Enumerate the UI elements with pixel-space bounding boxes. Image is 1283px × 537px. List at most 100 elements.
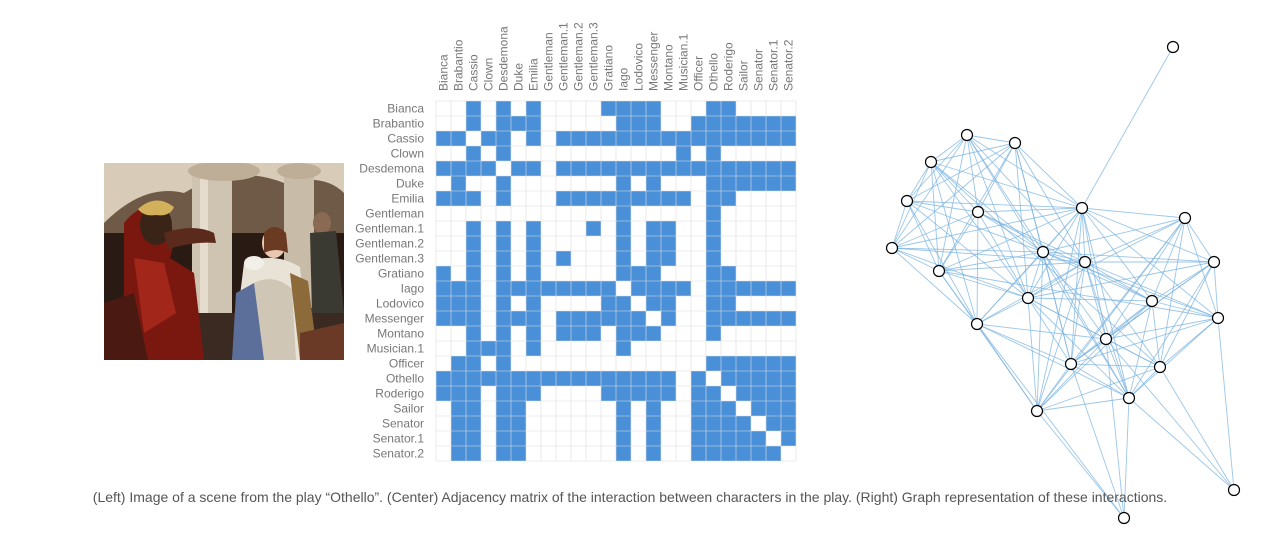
matrix-cell-filled [511,386,526,401]
matrix-cell-filled [766,311,781,326]
matrix-cell-empty [571,251,586,266]
matrix-cell-empty [481,326,496,341]
matrix-cell-empty [481,191,496,206]
matrix-cell-empty [616,146,631,161]
matrix-cell-empty [481,101,496,116]
matrix-cell-empty [586,296,601,311]
matrix-cell-empty [586,101,601,116]
matrix-cell-filled [496,101,511,116]
column-label: Lodovico [632,43,646,91]
matrix-cell-filled [616,416,631,431]
graph-node [932,264,946,278]
matrix-cell-empty [526,176,541,191]
graph-edge [1105,338,1125,519]
matrix-cell-filled [706,311,721,326]
graph-edge [891,247,978,325]
matrix-cell-filled [496,221,511,236]
matrix-cell-filled [511,431,526,446]
matrix-cell-filled [526,101,541,116]
row-label: Cassio [387,132,424,146]
matrix-cell-filled [466,116,481,131]
matrix-cell-empty [721,221,736,236]
matrix-cell-filled [571,191,586,206]
graph-edge [1070,338,1107,365]
column-label: Bianca [437,54,451,91]
matrix-cell-empty [556,266,571,281]
graph-edge [1084,261,1219,319]
matrix-cell-empty [481,311,496,326]
matrix-cell-filled [571,326,586,341]
matrix-cell-filled [721,161,736,176]
matrix-cell-filled [616,176,631,191]
graph-edge [906,161,932,202]
matrix-cell-empty [601,446,616,461]
matrix-cell-empty [751,266,766,281]
graph-edge [891,134,968,249]
matrix-cell-empty [676,221,691,236]
matrix-cell-filled [751,161,766,176]
graph-edge [966,134,1044,253]
matrix-cell-filled [676,161,691,176]
matrix-cell-filled [751,371,766,386]
matrix-cell-empty [766,101,781,116]
matrix-cell-filled [466,236,481,251]
matrix-cell-filled [646,446,661,461]
matrix-cell-empty [736,266,751,281]
graph-edge [1213,261,1219,319]
row-label: Messenger [365,312,424,326]
matrix-cell-empty [586,446,601,461]
matrix-cell-empty [676,266,691,281]
matrix-cell-filled [496,446,511,461]
matrix-cell-filled [661,281,676,296]
matrix-cell-filled [466,341,481,356]
column-label: Musician.1 [677,33,691,91]
column-label: Senator.1 [767,39,781,91]
matrix-cell-empty [781,236,796,251]
graph-edge [930,161,1083,209]
matrix-cell-empty [676,206,691,221]
matrix-cell-filled [541,371,556,386]
matrix-cell-empty [436,401,451,416]
matrix-cell-filled [436,371,451,386]
graph-edge [1081,207,1215,263]
matrix-cell-filled [721,176,736,191]
graph-edge [976,297,1029,325]
graph-node [1122,391,1136,405]
matrix-cell-empty [661,176,676,191]
matrix-cell-empty [526,356,541,371]
matrix-cell-empty [661,416,676,431]
matrix-cell-filled [586,161,601,176]
matrix-cell-empty [511,206,526,221]
graph-edge [906,142,1016,202]
graph-edge [1159,366,1235,491]
matrix-cell-empty [676,326,691,341]
matrix-cell-empty [436,431,451,446]
matrix-cell-filled [556,131,571,146]
graph-edge [938,270,1219,319]
matrix-cell-filled [766,416,781,431]
matrix-cell-empty [661,146,676,161]
matrix-cell-empty [451,116,466,131]
column-label: Montano [662,44,676,91]
graph-edge [891,211,979,249]
matrix-cell-filled [451,131,466,146]
matrix-cell-empty [481,146,496,161]
matrix-cell-empty [601,146,616,161]
graph-edge [976,323,1072,365]
graph-edge [1084,217,1186,263]
matrix-cell-filled [496,116,511,131]
matrix-cell-empty [676,101,691,116]
matrix-cell-empty [691,356,706,371]
matrix-cell-filled [511,371,526,386]
graph-node [1036,245,1050,259]
graph-edge [1036,300,1153,412]
matrix-cell-empty [706,341,721,356]
column-label: Senator.2 [782,39,796,91]
matrix-cell-empty [661,326,676,341]
graph-edge [977,142,1016,213]
graph-edge [1014,142,1083,209]
matrix-cell-filled [496,341,511,356]
matrix-cell-filled [661,311,676,326]
matrix-cell-empty [766,236,781,251]
graph-node [1030,404,1044,418]
